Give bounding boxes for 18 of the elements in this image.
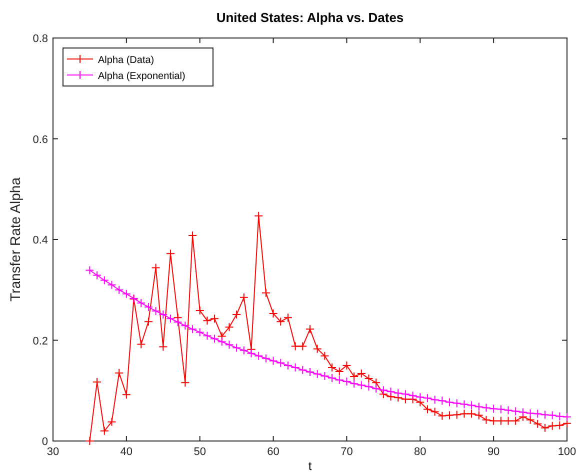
y-tick-label: 0 xyxy=(42,436,48,448)
y-axis-title: Transfer Rate Alpha xyxy=(7,177,23,302)
x-tick-label: 90 xyxy=(487,446,500,458)
chart-title: United States: Alpha vs. Dates xyxy=(216,10,404,25)
y-tick-label: 0.8 xyxy=(32,33,48,45)
x-tick-label: 60 xyxy=(267,446,280,458)
x-tick-label: 40 xyxy=(120,446,133,458)
x-tick-label: 70 xyxy=(340,446,353,458)
x-tick-label: 100 xyxy=(558,446,576,458)
y-tick-label: 0.4 xyxy=(32,234,48,246)
legend-label: Alpha (Exponential) xyxy=(98,71,186,82)
x-tick-label: 80 xyxy=(414,446,426,458)
legend-label: Alpha (Data) xyxy=(98,55,154,66)
x-tick-label: 50 xyxy=(194,446,206,458)
x-axis-title: t xyxy=(308,459,312,473)
y-tick-label: 0.6 xyxy=(32,134,48,146)
y-tick-label: 0.2 xyxy=(32,335,48,348)
x-tick-label: 30 xyxy=(46,446,60,458)
